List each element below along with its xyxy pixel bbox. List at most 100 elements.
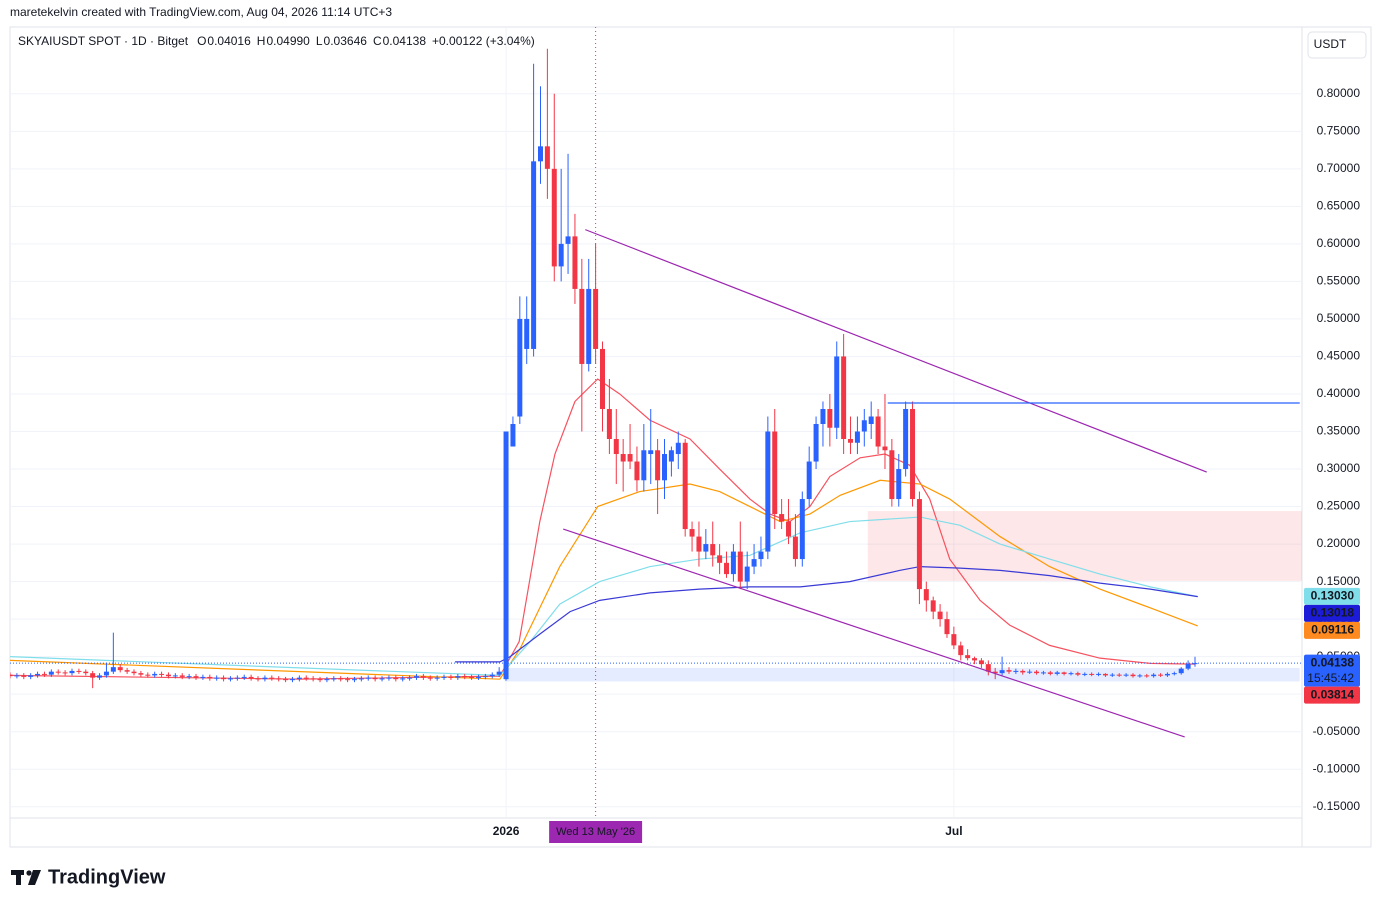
candle-body	[710, 544, 716, 556]
currency-button[interactable]	[1307, 31, 1367, 59]
candle-body	[765, 431, 771, 552]
candle-body	[910, 408, 916, 500]
y-tick-label: 0.30000	[1317, 461, 1361, 475]
axes: 0.80000 0.75000 0.70000 0.65000 0.60000 0.550…	[493, 86, 1361, 843]
currency[interactable]: USDT	[1314, 37, 1347, 51]
candle-body	[427, 677, 433, 679]
candle-body	[1164, 673, 1170, 676]
candle-body	[110, 667, 116, 672]
x-tick-label: 2026	[493, 824, 520, 838]
candle-body	[276, 678, 282, 680]
ohlc-key: H	[257, 34, 266, 48]
candle-body	[627, 454, 633, 462]
candle-body	[799, 499, 805, 560]
zone-rectangle	[504, 667, 1300, 682]
candle-body	[83, 671, 89, 674]
candle-body	[462, 676, 468, 678]
candle-body	[1102, 673, 1108, 676]
candle-body	[289, 679, 295, 681]
candle-body	[772, 431, 778, 515]
candle-body	[1020, 670, 1026, 673]
candle-body	[41, 673, 47, 675]
candle-body	[1130, 674, 1136, 677]
candle-body	[489, 674, 495, 677]
candle-body	[903, 408, 909, 470]
candle-body	[524, 318, 530, 349]
candle-body	[1089, 673, 1095, 675]
candle-body	[241, 676, 247, 678]
candle-body	[1178, 668, 1184, 674]
candle-body	[165, 674, 171, 677]
y-tick-label: 0.75000	[1317, 123, 1361, 137]
candle-body	[172, 675, 178, 677]
candle-body	[145, 674, 151, 676]
price-tag	[1304, 686, 1360, 704]
candle-body	[882, 446, 888, 451]
y-tick-label: -0.15000	[1313, 799, 1361, 813]
candle-body	[779, 514, 785, 522]
symbol: SKYAIUSDT SPOT · 1D · Bitget	[18, 34, 189, 48]
candle-body	[269, 677, 275, 679]
candle-body	[861, 420, 867, 432]
candle-body	[338, 678, 344, 680]
candle-body	[668, 450, 674, 462]
candle-body	[572, 236, 578, 289]
candle-body	[978, 660, 984, 665]
candle-body	[214, 677, 220, 679]
candle-body	[420, 676, 426, 678]
candle-body	[792, 536, 798, 560]
candle-body	[758, 551, 764, 560]
price-tag-label: 0.04138	[1311, 655, 1355, 669]
price-tag-label: 0.13030	[1311, 589, 1355, 603]
countdown: 15:45:42	[1307, 671, 1354, 685]
candle-body	[923, 589, 929, 601]
candle-body	[682, 442, 688, 530]
candle-body	[296, 677, 302, 680]
candle-body	[1192, 663, 1198, 665]
candle-body	[200, 676, 206, 678]
candle-body	[1123, 674, 1129, 676]
y-tick-label: 0.65000	[1317, 199, 1361, 213]
price-tag-label: 0.13018	[1311, 606, 1355, 620]
candle-body	[262, 677, 268, 680]
candle-body	[972, 658, 978, 661]
candle-body	[407, 677, 413, 679]
candle-body	[834, 356, 840, 428]
candle-body	[28, 675, 34, 677]
candle-body	[662, 454, 668, 481]
moving-average	[10, 479, 1198, 680]
y-tick-label: 0.35000	[1317, 424, 1361, 438]
candle-body	[207, 676, 213, 679]
candle-body	[35, 673, 41, 676]
candle-body	[1158, 674, 1164, 676]
candle-body	[159, 673, 165, 675]
candle-body	[806, 461, 812, 500]
y-tick-label: 0.80000	[1317, 86, 1361, 100]
candle-body	[103, 671, 109, 676]
brand: TradingView	[48, 866, 166, 888]
candle-body	[593, 288, 599, 349]
x-tick-label: Jul	[945, 824, 962, 838]
candle-body	[565, 236, 571, 244]
ohlc-value: 0.04016	[207, 34, 251, 48]
candle-body	[868, 416, 874, 425]
candle-body	[10, 674, 13, 677]
candle-body	[992, 671, 998, 674]
candle-body	[737, 551, 743, 582]
candle-body	[503, 431, 509, 680]
candle-body	[730, 551, 736, 575]
y-tick-label: -0.10000	[1313, 761, 1361, 775]
candle-body	[283, 679, 289, 681]
ohlc-value: 0.04138	[383, 34, 427, 48]
candle-body	[179, 675, 185, 677]
logo-mark	[26, 870, 32, 876]
candle-body	[455, 676, 461, 678]
candle-body	[221, 677, 227, 680]
moving-average	[10, 516, 1198, 677]
candle-body	[951, 634, 957, 646]
candle-body	[744, 566, 750, 582]
candle-body	[400, 678, 406, 680]
candle-body	[586, 288, 592, 364]
candle-body	[475, 676, 481, 678]
ohlc-key: O	[197, 34, 206, 48]
